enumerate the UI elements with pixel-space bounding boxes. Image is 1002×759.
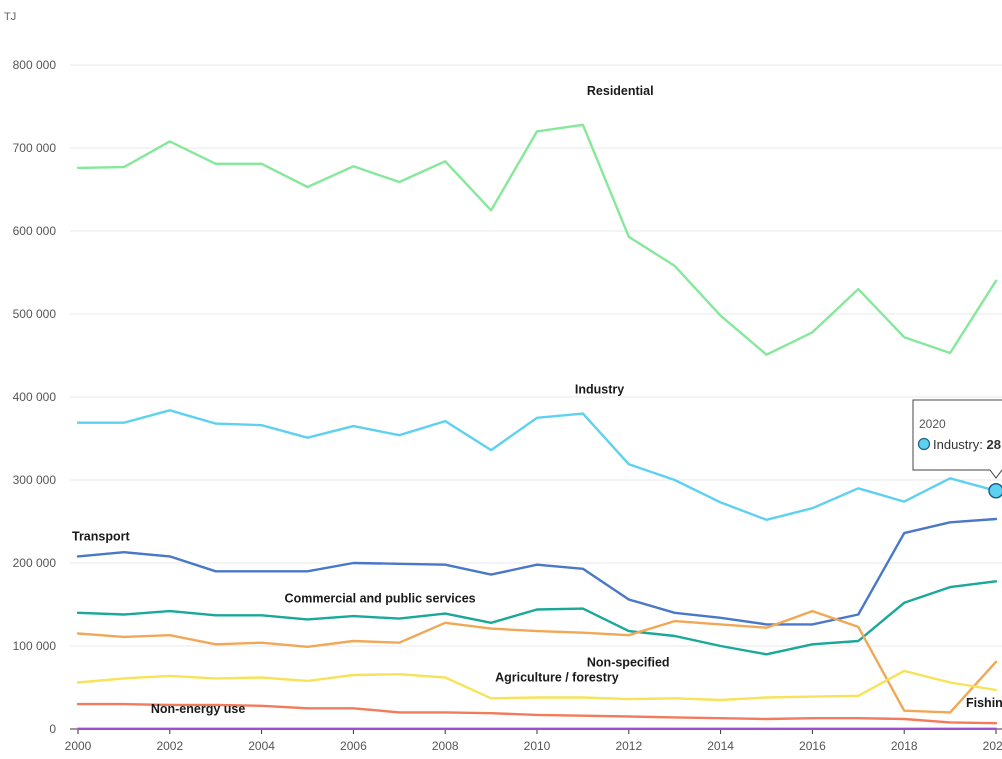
x-tick-label: 2010: [524, 739, 551, 753]
series-label: Fishing: [966, 696, 1002, 710]
tooltip-box: [912, 399, 1002, 479]
x-tick-label: 2006: [340, 739, 367, 753]
series-label: Non-specified: [587, 656, 670, 670]
label-layer: Residential Industry Transport Commercial a…: [72, 84, 1002, 716]
y-tick-label: 800 000: [13, 58, 57, 72]
series-label: Non-energy use: [151, 702, 246, 716]
x-tick-label: 2008: [432, 739, 459, 753]
x-tick-label: 2014: [707, 739, 734, 753]
tooltip-point-marker[interactable]: [988, 483, 1002, 499]
x-tick-label: 2020: [983, 739, 1002, 753]
series-label: Agriculture / forestry: [495, 670, 619, 684]
x-tick-label: 2012: [615, 739, 642, 753]
x-tick-label: 2016: [799, 739, 826, 753]
y-tick-label: 700 000: [13, 141, 57, 155]
x-tick-label: 2002: [156, 739, 183, 753]
series-label: Commercial and public services: [285, 591, 476, 605]
tooltip: 2020 Industry: 28: [912, 399, 1002, 499]
series-line-non-energy-use[interactable]: [76, 702, 998, 725]
x-tick-label: 2018: [891, 739, 918, 753]
x-tick-label: 2004: [248, 739, 275, 753]
y-tick-label: 200 000: [13, 556, 57, 570]
series-line-transport[interactable]: [76, 517, 998, 626]
series-line-residential[interactable]: [76, 123, 998, 356]
y-tick-label: 100 000: [13, 639, 57, 653]
series-line-industry[interactable]: [76, 409, 998, 521]
y-tick-label: 500 000: [13, 307, 57, 321]
y-tick-label: 300 000: [13, 473, 57, 487]
x-tick-label: 2000: [65, 739, 92, 753]
tooltip-text: Industry: 28: [933, 437, 1001, 452]
tooltip-value: 28: [986, 437, 1000, 452]
series-line-commercial-and-public-services[interactable]: [76, 580, 998, 656]
y-tick-label: 600 000: [13, 224, 57, 238]
y-axis-unit-label: TJ: [4, 11, 16, 23]
series-line-agriculture-forestry[interactable]: [76, 669, 998, 702]
series-line-non-specified[interactable]: [76, 609, 998, 714]
series-label: Transport: [72, 529, 130, 543]
tooltip-year: 2020: [919, 417, 946, 431]
series-layer: [76, 123, 998, 730]
y-tick-label: 0: [49, 722, 56, 736]
series-label: Residential: [587, 84, 654, 98]
y-tick-label: 400 000: [13, 390, 57, 404]
tooltip-series-marker: [917, 437, 931, 451]
axis-layer: TJ 0 100 000 200 000 300 000 400 000 500 000 60…: [4, 11, 1002, 753]
grid-layer: [70, 64, 1002, 647]
series-label: Industry: [575, 383, 624, 397]
